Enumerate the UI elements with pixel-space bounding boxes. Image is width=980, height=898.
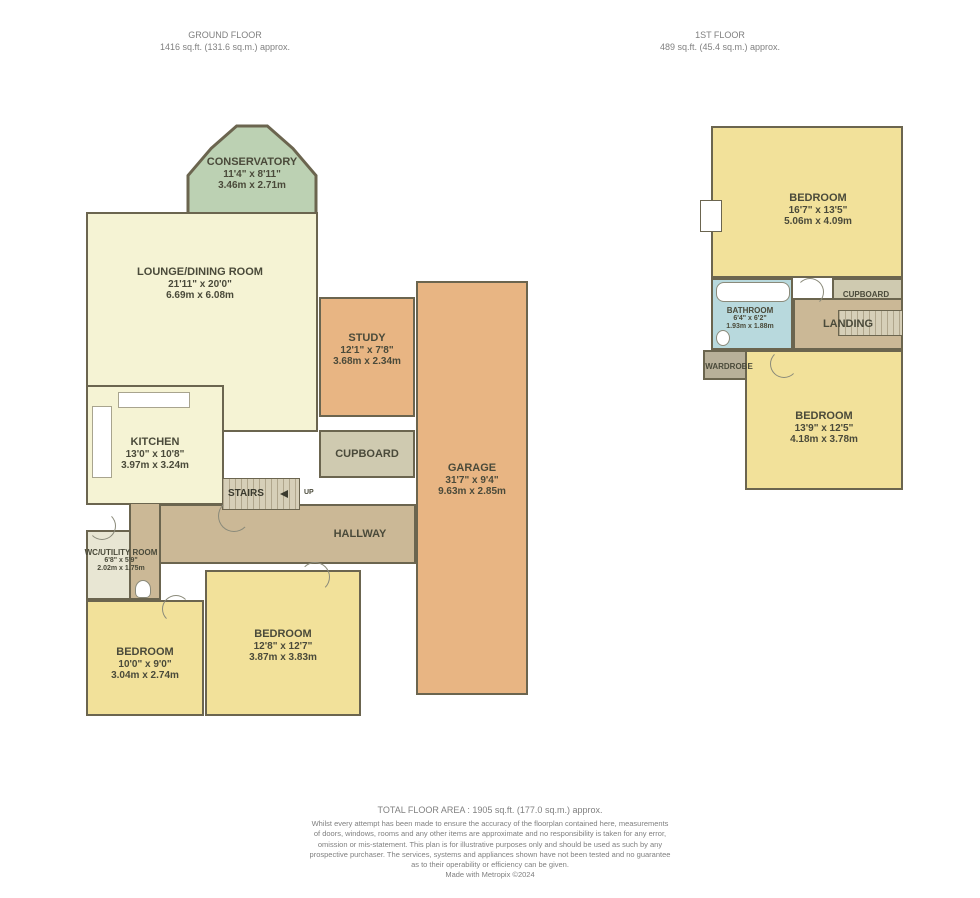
floor-name: 1ST FLOOR — [695, 30, 745, 40]
kitchen-counter-left — [92, 406, 112, 478]
ground-floor-title: GROUND FLOOR 1416 sq.ft. (131.6 sq.m.) ap… — [105, 30, 345, 53]
stairs_up — [838, 310, 903, 336]
room-hallway — [129, 504, 416, 564]
door-bed2-up — [770, 350, 798, 378]
floorplan-canvas: GROUND FLOOR 1416 sq.ft. (131.6 sq.m.) ap… — [0, 0, 980, 898]
first-floor-title: 1ST FLOOR 489 sq.ft. (45.4 sq.m.) approx. — [600, 30, 840, 53]
disclaimer-line-2: omission or mis-statement. This plan is … — [0, 840, 980, 850]
disclaimer-line-0: Whilst every attempt has been made to en… — [0, 819, 980, 829]
bathtub-icon — [716, 282, 790, 302]
conservatory-shape — [184, 122, 320, 220]
toilet-icon — [135, 580, 151, 598]
room-bed_g_l — [205, 570, 361, 716]
door-hallway-1 — [218, 500, 250, 532]
door-bedroom-gs — [162, 595, 190, 623]
door-kitchen — [88, 512, 116, 540]
stairs-up-label: UP — [304, 489, 314, 496]
floor-name: GROUND FLOOR — [188, 30, 262, 40]
stairs-arrow-icon — [280, 490, 288, 498]
floor-area: 1416 sq.ft. (131.6 sq.m.) approx. — [160, 42, 290, 52]
room-bed2_up — [745, 350, 903, 490]
floor-area: 489 sq.ft. (45.4 sq.m.) approx. — [660, 42, 780, 52]
room-study — [319, 297, 415, 417]
footer: TOTAL FLOOR AREA : 1905 sq.ft. (177.0 sq… — [0, 804, 980, 880]
disclaimer-line-3: prospective purchaser. The services, sys… — [0, 850, 980, 860]
disclaimer-line-1: of doors, windows, rooms and any other i… — [0, 829, 980, 839]
room-garage — [416, 281, 528, 695]
kitchen-counter-top — [118, 392, 190, 408]
fixture-sink_block — [700, 200, 722, 232]
door-bedroom-gl — [300, 562, 330, 592]
toilet-icon-up — [716, 330, 730, 346]
disclaimer-line-4: as to their operability or efficiency ca… — [0, 860, 980, 870]
stairs-label: STAIRS — [228, 488, 264, 499]
room-bed1_up — [711, 126, 903, 278]
door-bed1-up — [796, 278, 824, 306]
disclaimer-line-5: Made with Metropix ©2024 — [0, 870, 980, 880]
room-cupboard_g — [319, 430, 415, 478]
total-area: TOTAL FLOOR AREA : 1905 sq.ft. (177.0 sq… — [0, 804, 980, 816]
